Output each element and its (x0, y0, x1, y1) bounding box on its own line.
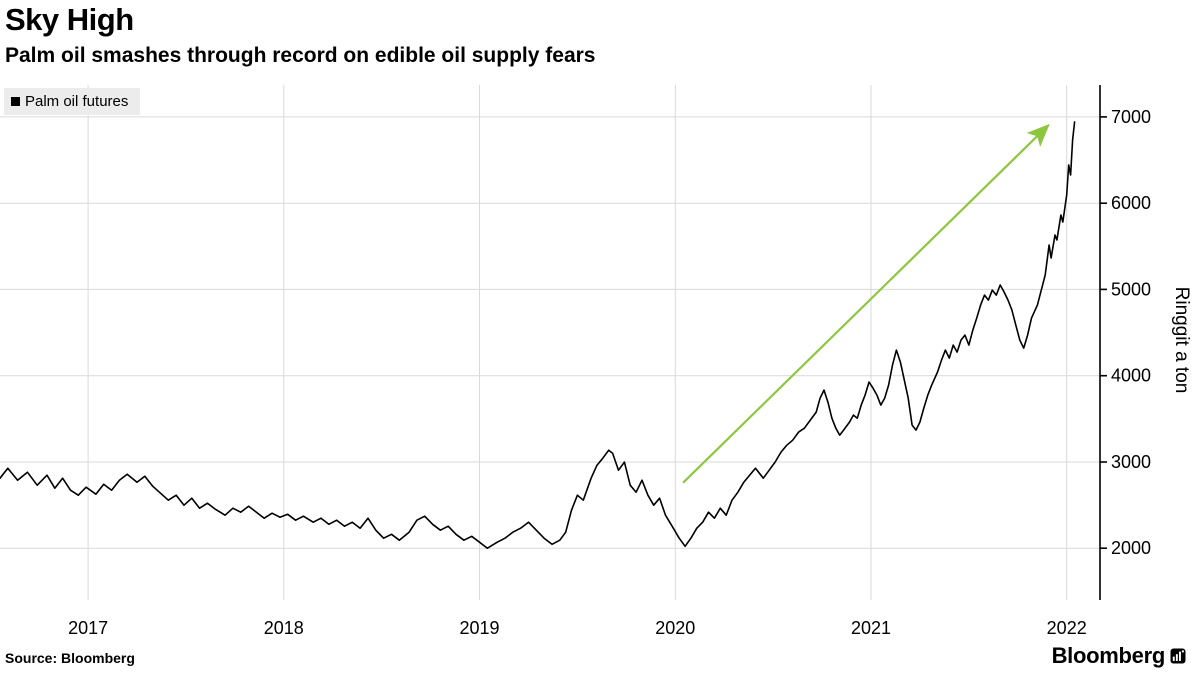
source-attribution: Source: Bloomberg (5, 650, 135, 666)
grid-lines (0, 85, 1100, 600)
y-tick-label: 5000 (1111, 279, 1151, 299)
y-axis-title: Ringgit a ton (1171, 287, 1192, 394)
trend-arrow (682, 123, 1050, 484)
y-tick-label: 3000 (1111, 452, 1151, 472)
x-tick-label: 2017 (68, 618, 108, 638)
x-tick-label: 2022 (1047, 618, 1087, 638)
bloomberg-logo-text: Bloomberg (1051, 643, 1166, 668)
y-tick-label: 7000 (1111, 107, 1151, 127)
series-line (0, 121, 1076, 549)
legend: Palm oil futures (4, 88, 141, 115)
y-tick-label: 4000 (1111, 366, 1151, 386)
chart-subtitle: Palm oil smashes through record on edibl… (5, 43, 596, 67)
chart-header: Sky High Palm oil smashes through record… (5, 2, 596, 68)
x-tick-label: 2018 (264, 618, 304, 638)
x-tick-label: 2020 (655, 618, 695, 638)
y-tick-label: 2000 (1111, 538, 1151, 558)
bloomberg-chart-icon (1170, 648, 1186, 664)
y-tick-label: 6000 (1111, 193, 1151, 213)
x-tick-label: 2019 (459, 618, 499, 638)
chart-title: Sky High (5, 2, 134, 37)
legend-label: Palm oil futures (25, 93, 129, 110)
price-line-series (0, 121, 1076, 549)
trend-arrow-annotation (682, 123, 1050, 484)
x-tick-label: 2021 (851, 618, 891, 638)
bloomberg-branding: Bloomberg (1052, 643, 1186, 669)
axes: 2000 3000 4000 5000 6000 7000 2017 2018 2019 2020… (68, 85, 1151, 638)
series-marker-icon (11, 97, 20, 106)
